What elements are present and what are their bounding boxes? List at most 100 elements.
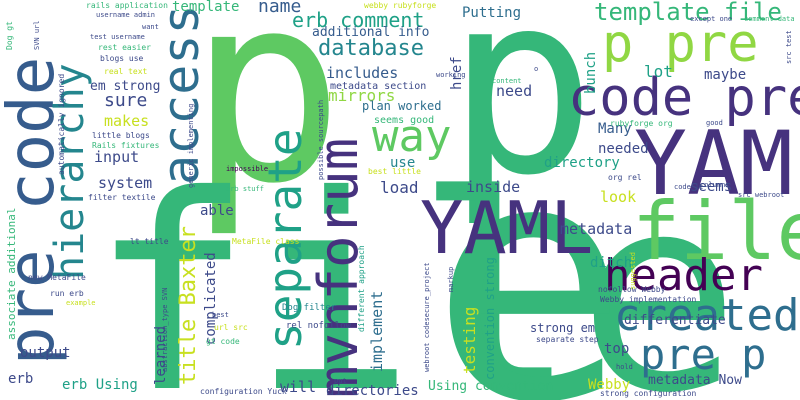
cloud-word: metadata section	[330, 81, 427, 92]
cloud-word: em strong	[90, 79, 161, 94]
cloud-word: inside	[466, 178, 521, 196]
cloud-word: erb Using	[62, 377, 138, 393]
cloud-word: testing	[460, 306, 479, 374]
cloud-word: directories	[326, 383, 419, 399]
cloud-word: rel nofollow	[286, 321, 352, 331]
cloud-word: needed	[598, 141, 649, 157]
cloud-word: good	[706, 119, 723, 127]
cloud-word: Many	[598, 121, 632, 137]
cloud-word: Webby implementation	[600, 295, 697, 304]
cloud-word: erb stuff	[226, 185, 264, 193]
cloud-word: input	[94, 148, 140, 166]
cloud-word: real text	[104, 67, 148, 76]
cloud-word: YAML	[634, 112, 800, 215]
cloud-word: impossible	[226, 165, 269, 173]
cloud-word: additional info	[312, 25, 430, 40]
cloud-word: will	[280, 378, 317, 396]
cloud-word: use	[390, 155, 416, 171]
cloud-word: want	[142, 23, 159, 31]
cloud-word: MetaFile class	[232, 237, 300, 246]
cloud-word: rails application	[86, 1, 168, 10]
cloud-word: lt title	[130, 237, 169, 246]
cloud-word: maybe	[704, 67, 747, 83]
cloud-word: able	[200, 203, 234, 219]
cloud-word: Rails fixtures	[92, 141, 160, 150]
cloud-word: username admin	[96, 11, 156, 19]
cloud-word: output	[20, 345, 71, 361]
cloud-word: top	[604, 341, 630, 357]
cloud-word: look	[600, 188, 637, 206]
cloud-word: abstraction_type SVN	[161, 287, 169, 372]
cloud-word: example	[66, 299, 96, 307]
cloud-word: file	[632, 185, 800, 278]
cloud-word: strong configuration	[600, 389, 697, 398]
cloud-word: implement	[368, 290, 386, 372]
cloud-word: configuration Yuck	[200, 387, 287, 396]
cloud-word: url src	[214, 323, 248, 332]
cloud-word: different approach	[357, 245, 366, 332]
cloud-word: rubyforge org	[610, 119, 673, 128]
cloud-word: load	[380, 178, 419, 197]
cloud-word: hierarchy	[47, 63, 93, 280]
cloud-word: need	[496, 82, 533, 100]
cloud-word: p pre	[602, 14, 759, 74]
cloud-word: run erb	[50, 289, 84, 298]
cloud-word: rest easier	[98, 43, 151, 52]
cloud-word: src test	[785, 30, 793, 64]
cloud-word: template file	[594, 0, 782, 26]
cloud-word: seems good	[374, 115, 435, 126]
cloud-word: header	[604, 250, 763, 301]
cloud-word: Putting	[462, 5, 522, 21]
cloud-word: working	[436, 71, 466, 79]
cloud-word: src webroot	[738, 191, 785, 199]
cloud-word: system	[98, 174, 153, 192]
cloud-word: SVN url	[33, 20, 41, 50]
cloud-word: little blogs	[92, 131, 150, 140]
cloud-word: generic implementing	[187, 103, 195, 188]
cloud-word: test username	[90, 33, 145, 41]
cloud-word: lot	[644, 62, 673, 81]
cloud-word: erb comment	[292, 8, 425, 32]
cloud-word: bunch	[583, 51, 599, 94]
cloud-word: YAML	[420, 186, 594, 270]
cloud-word: best	[212, 311, 229, 319]
cloud-word: erb	[8, 371, 34, 387]
cloud-word: comment data	[744, 15, 795, 23]
cloud-word: differentiate	[624, 313, 726, 328]
cloud-word: mirrors	[328, 86, 396, 105]
cloud-word: p	[446, 0, 597, 230]
cloud-word: Dog gt	[5, 21, 14, 50]
cloud-word: code lt	[674, 183, 704, 191]
cloud-word: created	[614, 290, 800, 341]
cloud-word: makes	[104, 112, 150, 130]
cloud-word: template	[172, 0, 240, 15]
cloud-word: access	[152, 4, 210, 185]
cloud-word: webroot codesecure_project	[423, 262, 431, 372]
cloud-word: way	[372, 111, 452, 162]
cloud-word: o	[534, 65, 539, 73]
cloud-word: org rel	[608, 173, 642, 182]
cloud-word: content	[492, 77, 522, 85]
cloud-word: e	[430, 91, 629, 400]
cloud-word: file	[90, 137, 741, 400]
cloud-word: markup	[447, 266, 455, 292]
cloud-word: plan worked	[362, 99, 442, 113]
cloud-word: Dog filter	[282, 303, 337, 313]
cloud-word: associate additional	[5, 207, 18, 340]
cloud-word: p	[188, 0, 345, 241]
cloud-word: directory	[544, 155, 620, 171]
cloud-word: blogs use	[100, 54, 144, 63]
cloud-word: gt code	[206, 337, 240, 346]
cloud-word: strong em	[530, 321, 596, 335]
cloud-word: new MetaFile	[28, 273, 86, 282]
cloud-word: possible sourcepath	[317, 99, 325, 180]
cloud-word: seems	[690, 179, 733, 195]
cloud-word: ditch	[590, 255, 633, 271]
cloud-word: automatically ignored	[57, 73, 66, 175]
cloud-word: hold	[616, 363, 633, 371]
cloud-word: nofollow Webby	[598, 285, 666, 294]
cloud-word: best little	[368, 167, 421, 176]
cloud-word: separate step	[536, 335, 599, 344]
cloud-word: convention strong	[483, 257, 497, 380]
